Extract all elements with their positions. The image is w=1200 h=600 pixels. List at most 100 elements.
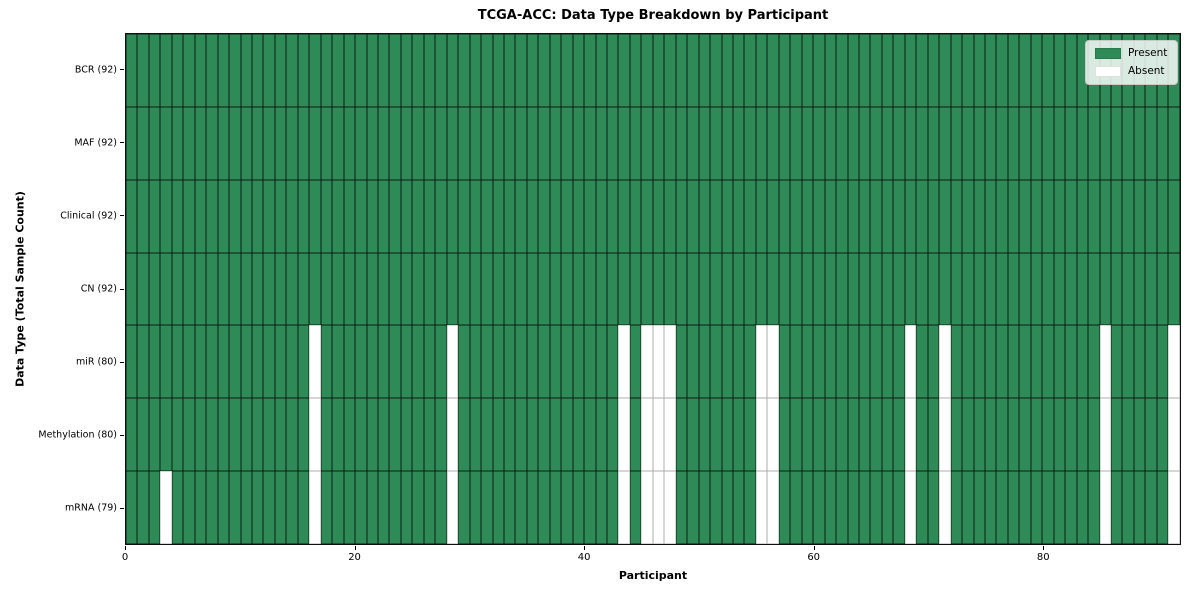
cell-clinical-p28 [446, 179, 459, 253]
cell-methylation-p65 [870, 398, 882, 472]
cell-mrna-p90 [1156, 471, 1169, 545]
cell-mir-p49 [687, 325, 699, 399]
cell-clinical-p68 [904, 179, 917, 253]
cell-mir-p51 [710, 325, 722, 399]
cell-bcr-p70 [927, 34, 940, 107]
cell-methylation-p57 [778, 398, 791, 472]
cell-mrna-p11 [251, 471, 264, 545]
cell-methylation-p29 [458, 398, 470, 472]
cell-clinical-p74 [973, 179, 985, 253]
cell-mir-p42 [607, 325, 619, 399]
cell-methylation-p53 [733, 398, 745, 472]
cell-methylation-p36 [538, 398, 550, 472]
cell-mrna-p82 [1065, 471, 1077, 545]
cell-cn-p37 [549, 252, 562, 326]
legend-label-present: Present [1128, 47, 1168, 60]
cell-clinical-p61 [824, 179, 837, 253]
cell-cn-p32 [492, 252, 504, 326]
cell-cn-p74 [973, 252, 985, 326]
cell-clinical-p50 [698, 179, 711, 253]
cell-bcr-p46 [652, 34, 665, 107]
cell-cn-p81 [1053, 252, 1066, 326]
cell-clinical-p57 [778, 179, 791, 253]
cell-mir-p59 [801, 325, 814, 399]
cell-mir-p33 [503, 325, 516, 399]
cell-bcr-p17 [320, 34, 333, 107]
cell-clinical-p90 [1156, 179, 1169, 253]
cell-mir-p66 [881, 325, 894, 399]
x-axis-label: Participant [618, 569, 688, 582]
cell-mir-p88 [1133, 325, 1146, 399]
cell-mrna-p13 [274, 471, 287, 545]
cell-clinical-p89 [1145, 179, 1157, 253]
cell-maf-p17 [320, 106, 333, 180]
cell-mrna-p76 [996, 471, 1008, 545]
cell-clinical-p36 [538, 179, 550, 253]
cell-cn-p64 [859, 252, 871, 326]
cell-maf-p0 [126, 106, 138, 180]
cell-cn-p3 [160, 252, 172, 326]
cell-cn-p11 [251, 252, 264, 326]
cell-bcr-p3 [160, 34, 172, 107]
cell-methylation-p4 [171, 398, 184, 472]
cell-mir-p78 [1019, 325, 1031, 399]
cell-clinical-p45 [641, 179, 653, 253]
cell-cn-p51 [710, 252, 722, 326]
cell-mrna-p7 [206, 471, 218, 545]
cell-maf-p85 [1099, 106, 1111, 180]
cell-methylation-p62 [836, 398, 848, 472]
cell-cn-p87 [1122, 252, 1134, 326]
cell-maf-p53 [733, 106, 745, 180]
cell-methylation-p83 [1076, 398, 1089, 472]
cell-clinical-p22 [377, 179, 390, 253]
cell-mir-p72 [950, 325, 963, 399]
cell-maf-p69 [916, 106, 928, 180]
cell-maf-p62 [836, 106, 848, 180]
cell-cn-p79 [1030, 252, 1043, 326]
cell-clinical-p81 [1053, 179, 1066, 253]
cell-mrna-p72 [950, 471, 963, 545]
cell-mrna-p39 [572, 471, 585, 545]
cell-mrna-p91 [1168, 471, 1180, 545]
cell-cn-p78 [1019, 252, 1031, 326]
cell-methylation-p81 [1053, 398, 1066, 472]
cell-mrna-p49 [687, 471, 699, 545]
cell-cn-p63 [847, 252, 859, 326]
cell-bcr-p36 [538, 34, 550, 107]
cell-clinical-p37 [549, 179, 562, 253]
cell-cn-p48 [675, 252, 688, 326]
cell-mrna-p85 [1099, 471, 1111, 545]
cell-bcr-p57 [778, 34, 791, 107]
cell-cn-p54 [744, 252, 756, 326]
cell-bcr-p16 [309, 34, 321, 107]
cell-mrna-p88 [1133, 471, 1146, 545]
cell-methylation-p7 [206, 398, 218, 472]
cell-mrna-p51 [710, 471, 722, 545]
y-tick-label-maf: MAF (92) [74, 137, 117, 149]
heatmap-row-bcr [126, 34, 1180, 107]
cell-mrna-p81 [1053, 471, 1066, 545]
cell-bcr-p71 [939, 34, 951, 107]
cell-methylation-p85 [1099, 398, 1111, 472]
cell-clinical-p47 [664, 179, 676, 253]
cell-mir-p30 [469, 325, 482, 399]
cell-maf-p35 [526, 106, 539, 180]
cell-bcr-p7 [206, 34, 218, 107]
cell-mrna-p40 [584, 471, 596, 545]
cell-methylation-p9 [229, 398, 241, 472]
y-tick-label-clinical: Clinical (92) [60, 210, 117, 222]
heatmap-row-clinical [126, 179, 1180, 253]
cell-mrna-p12 [263, 471, 275, 545]
cell-bcr-p12 [263, 34, 275, 107]
cell-mir-p29 [458, 325, 470, 399]
cell-mir-p54 [744, 325, 756, 399]
cell-bcr-p31 [481, 34, 493, 107]
cell-cn-p30 [469, 252, 482, 326]
cell-methylation-p86 [1110, 398, 1123, 472]
cell-cn-p16 [309, 252, 321, 326]
cell-bcr-p73 [962, 34, 974, 107]
cell-mrna-p68 [904, 471, 917, 545]
cell-clinical-p4 [171, 179, 184, 253]
cell-clinical-p82 [1065, 179, 1077, 253]
cell-methylation-p37 [549, 398, 562, 472]
